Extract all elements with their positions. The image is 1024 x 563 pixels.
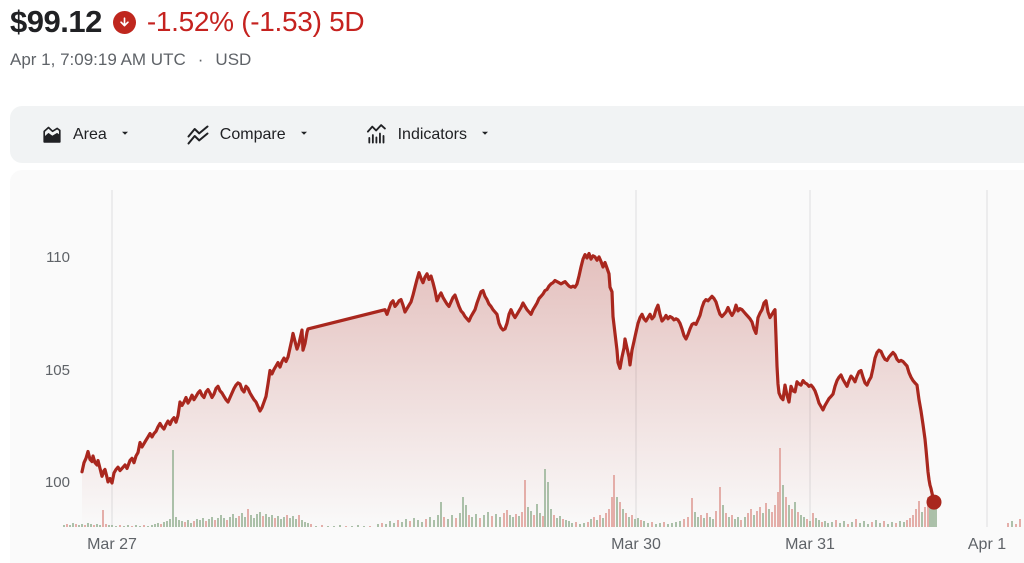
currency-label: USD	[215, 50, 252, 69]
x-axis-tick: Apr 1	[967, 536, 1007, 553]
x-axis-tick: Mar 31	[785, 536, 835, 553]
y-axis-tick-105: 105	[44, 362, 70, 379]
y-axis-tick-100: 100	[44, 474, 70, 491]
price-area-fill	[82, 253, 934, 527]
area-button-label: Area	[73, 125, 107, 143]
dot-separator: ·	[197, 50, 204, 69]
compare-lines-icon	[186, 123, 210, 147]
area-chart-icon	[41, 124, 63, 146]
price-change: -1.52% (-1.53) 5D	[146, 6, 365, 37]
timestamp: Apr 1, 7:09:19 AM UTC	[10, 50, 186, 69]
chevron-down-icon	[298, 126, 310, 144]
indicators-button-label: Indicators	[397, 125, 467, 143]
x-axis-tick: Mar 30	[611, 536, 661, 553]
compare-button-label: Compare	[219, 125, 286, 143]
volume-bars	[63, 448, 1021, 527]
price-header: $99.12 -1.52% (-1.53) 5D	[10, 4, 365, 40]
arrow-downward-in-circle-icon	[112, 10, 136, 34]
y-axis-tick-110: 110	[46, 249, 70, 266]
compare-button[interactable]: Compare	[186, 123, 310, 147]
area-chart-type-button[interactable]: Area	[41, 124, 131, 146]
current-price: $99.12	[10, 4, 102, 39]
chevron-down-icon	[479, 126, 491, 144]
x-axis-tick: Mar 27	[87, 536, 137, 553]
latest-price-dot	[926, 494, 942, 510]
price-subtitle: Apr 1, 7:09:19 AM UTC · USD	[10, 50, 251, 70]
price-line-series	[80, 251, 936, 504]
chevron-down-icon	[119, 126, 131, 144]
indicators-button[interactable]: Indicators	[365, 123, 491, 146]
chart-toolbar: Area Compare I	[10, 106, 1024, 163]
indicators-stats-icon	[365, 123, 388, 146]
